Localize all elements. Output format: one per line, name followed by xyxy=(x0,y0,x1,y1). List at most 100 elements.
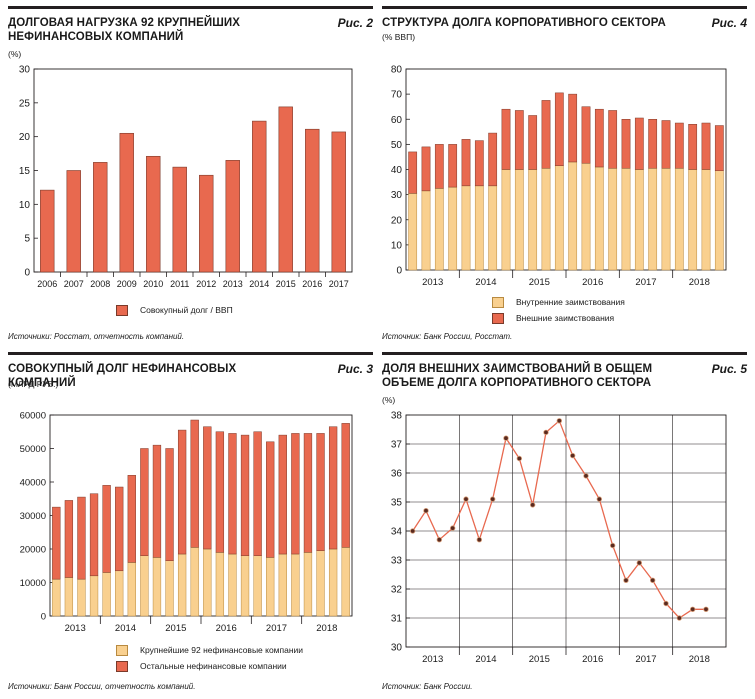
x-tick-label: 2006 xyxy=(37,279,57,289)
y-tick-label: 30 xyxy=(391,643,403,654)
data-point xyxy=(636,560,643,566)
legend-swatch-other xyxy=(116,660,128,672)
bar-segment-lower xyxy=(52,578,61,617)
y-tick-label: 30 xyxy=(19,65,31,76)
x-tick-label: 2016 xyxy=(216,623,237,634)
legend-swatch-top92 xyxy=(116,644,128,656)
y-tick-label: 36 xyxy=(391,469,403,480)
bar xyxy=(93,162,108,273)
legend-item: Совокупный долг / ВВП xyxy=(116,302,233,318)
bar-segment-upper xyxy=(408,151,418,194)
bar-segment-lower xyxy=(408,193,418,271)
bar-segment-upper xyxy=(240,434,250,556)
bar-segment-upper xyxy=(215,431,225,553)
y-tick-label: 30 xyxy=(391,190,403,201)
bar-segment-lower xyxy=(127,562,136,617)
legend-swatch-domestic xyxy=(492,296,504,308)
panel-fig3: СОВОКУПНЫЙ ДОЛГ НЕФИНАНСОВЫХ КОМПАНИЙ Ри… xyxy=(8,352,373,697)
bar-segment-upper xyxy=(634,117,644,170)
y-tick-label: 40000 xyxy=(20,478,46,489)
y-tick-label: 50 xyxy=(391,140,403,151)
bar-segment-lower xyxy=(102,572,111,617)
bar-segment-upper xyxy=(140,448,149,556)
data-point xyxy=(516,455,523,462)
bar xyxy=(119,132,134,273)
bar-segment-lower xyxy=(461,185,471,271)
bar-segment-upper xyxy=(674,122,684,169)
x-tick-label: 2008 xyxy=(90,279,110,289)
data-point xyxy=(649,577,656,583)
bar-segment-upper xyxy=(568,93,578,163)
source-note: Источники: Росстат, отчетность компаний. xyxy=(8,332,184,341)
x-tick-label: 2009 xyxy=(117,279,137,289)
legend-swatch-debt xyxy=(116,304,128,316)
bar-segment-upper xyxy=(177,429,187,555)
legend: Совокупный долг / ВВП xyxy=(116,302,233,318)
figure-number: Рис. 5 xyxy=(711,362,747,376)
data-point xyxy=(623,577,629,583)
x-tick-label: 2013 xyxy=(422,277,443,288)
data-point xyxy=(476,536,483,543)
legend-label: Остальные нефинансовые компании xyxy=(140,661,287,671)
x-tick-label: 2015 xyxy=(529,277,550,288)
bar-segment-lower xyxy=(541,167,551,271)
data-point xyxy=(489,496,496,502)
data-point xyxy=(689,606,696,612)
y-tick-label: 0 xyxy=(41,612,46,623)
data-point xyxy=(609,542,616,549)
bar xyxy=(199,174,214,273)
legend-label: Совокупный долг / ВВП xyxy=(140,305,233,315)
bar-segment-lower xyxy=(64,577,74,617)
bar-segment-upper xyxy=(278,434,287,555)
legend-swatch-external xyxy=(492,312,504,324)
x-tick-label: 2014 xyxy=(475,654,496,665)
chart-title: ДОЛЯ ВНЕШНИХ ЗАИМСТВОВАНИЙ В ОБЩЕМ ОБЪЕМ… xyxy=(382,363,653,389)
bar-segment-lower xyxy=(688,169,698,271)
data-point xyxy=(596,496,603,502)
bar-segment-lower xyxy=(240,555,250,617)
data-point xyxy=(703,606,709,612)
bar-segment-upper xyxy=(581,106,591,164)
x-tick-label: 2014 xyxy=(475,277,496,288)
legend-label: Крупнейшие 92 нефинансовые компании xyxy=(140,645,304,655)
series-line xyxy=(412,419,706,619)
bar-segment-upper xyxy=(52,506,61,580)
y-tick-label: 15 xyxy=(19,166,31,177)
bar-segment-lower xyxy=(434,188,444,271)
bar-segment-lower xyxy=(253,555,262,617)
panel-top-rule xyxy=(8,6,373,9)
y-tick-label: 70 xyxy=(391,90,403,101)
bar-segment-lower xyxy=(568,161,578,271)
plot-frame xyxy=(33,68,353,273)
x-tick-label: 2013 xyxy=(65,623,86,634)
data-point xyxy=(556,418,563,424)
legend-item: Внутренние заимствования xyxy=(492,294,625,310)
bar-segment-upper xyxy=(501,108,511,170)
source-text: Банк России, Росстат. xyxy=(421,332,513,341)
y-tick-label: 25 xyxy=(19,98,31,109)
bar-segment-lower xyxy=(581,162,591,271)
bar-segment-lower xyxy=(215,552,225,617)
bar-segment-lower xyxy=(634,169,644,271)
bar-segment-lower xyxy=(165,560,174,617)
x-tick-label: 2016 xyxy=(302,279,322,289)
data-point xyxy=(449,525,456,531)
y-tick-label: 10000 xyxy=(20,578,46,589)
bar xyxy=(66,170,81,273)
data-point xyxy=(529,502,536,508)
data-point xyxy=(463,496,469,502)
bar-segment-lower xyxy=(228,553,237,617)
bar-segment-upper xyxy=(648,119,658,169)
bar xyxy=(172,166,187,273)
bar-segment-upper xyxy=(661,120,671,169)
source-note: Источники: Банк России, отчетность компа… xyxy=(8,682,195,691)
y-tick-label: 10 xyxy=(391,240,403,251)
panel-fig4: СТРУКТУРА ДОЛГА КОРПОРАТИВНОГО СЕКТОРА Р… xyxy=(382,6,747,346)
bar-segment-upper xyxy=(461,139,471,187)
bar-segment-upper xyxy=(621,119,631,169)
bar-segment-lower xyxy=(448,186,458,271)
panel-top-rule xyxy=(382,6,747,9)
data-point xyxy=(663,600,669,607)
bar-segment-upper xyxy=(266,441,275,558)
bar-segment-upper xyxy=(701,122,711,170)
